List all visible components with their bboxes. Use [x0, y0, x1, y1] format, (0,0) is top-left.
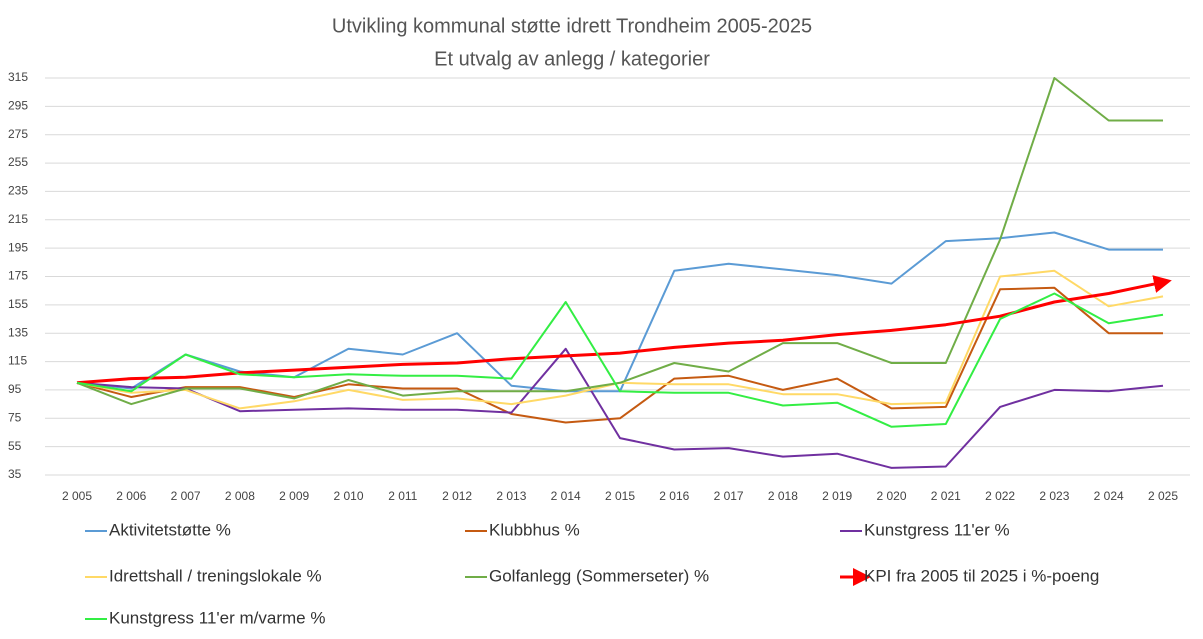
y-tick-label: 95 — [8, 382, 22, 396]
x-tick-label: 2 017 — [714, 489, 744, 503]
y-tick-label: 275 — [8, 127, 28, 141]
legend-label: Golfanlegg (Sommerseter) % — [489, 566, 709, 585]
series-line — [76, 275, 1172, 385]
series-line — [76, 77, 1163, 406]
x-tick-label: 2 014 — [551, 489, 581, 503]
legend-label: Aktivitetstøtte % — [109, 520, 231, 539]
x-tick-label: 2 022 — [985, 489, 1015, 503]
x-tick-label: 2 019 — [822, 489, 852, 503]
y-tick-label: 155 — [8, 297, 28, 311]
y-tick-label: 195 — [8, 240, 28, 254]
y-tick-label: 235 — [8, 184, 28, 198]
x-tick-label: 2 005 — [62, 489, 92, 503]
y-tick-label: 255 — [8, 155, 28, 169]
y-tick-label: 75 — [8, 410, 22, 424]
y-tick-label: 135 — [8, 325, 28, 339]
y-tick-label: 55 — [8, 439, 22, 453]
y-tick-label: 175 — [8, 269, 28, 283]
x-tick-label: 2 024 — [1094, 489, 1124, 503]
series-line — [76, 292, 1164, 428]
x-tick-label: 2 007 — [171, 489, 201, 503]
series-line — [76, 347, 1164, 469]
x-tick-label: 2 015 — [605, 489, 635, 503]
x-tick-label: 2 016 — [659, 489, 689, 503]
y-tick-label: 115 — [8, 354, 27, 368]
x-tick-label: 2 009 — [279, 489, 309, 503]
legend-label: Kunstgress 11'er m/varme % — [109, 608, 325, 627]
chart-title: Utvikling kommunal støtte idrett Trondhe… — [332, 15, 812, 37]
chart-subtitle: Et utvalg av anlegg / kategorier — [434, 48, 710, 70]
y-tick-label: 35 — [8, 467, 22, 481]
x-tick-label: 2 010 — [333, 489, 363, 503]
x-tick-label: 2 021 — [931, 489, 961, 503]
x-tick-label: 2 013 — [496, 489, 526, 503]
y-tick-label: 315 — [8, 70, 28, 84]
x-tick-label: 2 011 — [388, 489, 417, 503]
legend-label: Idrettshall / treningslokale % — [109, 566, 322, 585]
x-tick-label: 2 006 — [116, 489, 146, 503]
y-tick-label: 215 — [8, 212, 28, 226]
x-tick-label: 2 012 — [442, 489, 472, 503]
series-line — [76, 286, 1163, 424]
x-tick-label: 2 025 — [1148, 489, 1178, 503]
x-tick-label: 2 023 — [1039, 489, 1069, 503]
x-tick-label: 2 018 — [768, 489, 798, 503]
x-tick-label: 2 020 — [876, 489, 906, 503]
y-tick-label: 295 — [8, 99, 28, 113]
legend-label: Kunstgress 11'er % — [864, 520, 1010, 539]
x-tick-label: 2 008 — [225, 489, 255, 503]
legend-label: Klubbhus % — [489, 520, 580, 539]
legend-label: KPI fra 2005 til 2025 i %-poeng — [864, 566, 1099, 585]
